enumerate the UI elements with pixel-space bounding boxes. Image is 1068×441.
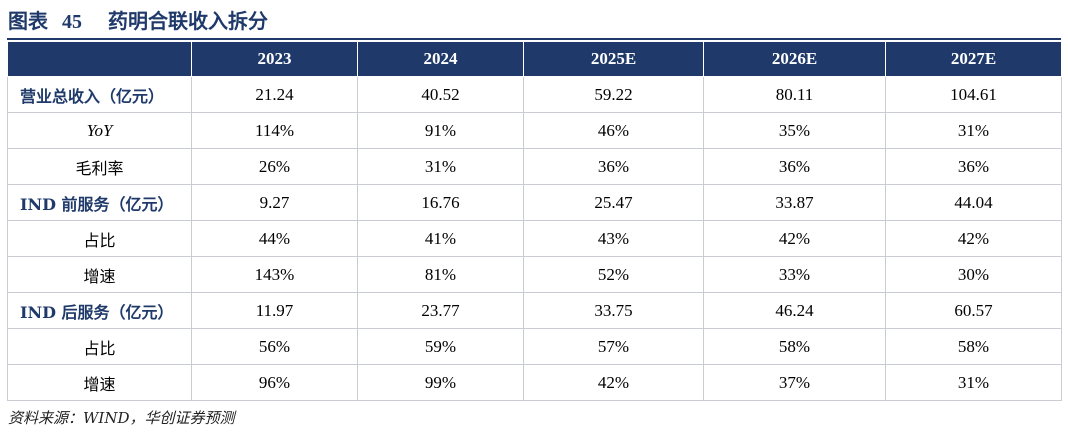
- table-cell: 11.97: [191, 292, 358, 329]
- row-label: IND 后服务（亿元）: [7, 292, 192, 329]
- table-cell: 104.61: [885, 76, 1062, 113]
- table-cell: 56%: [191, 328, 358, 365]
- table-cell: 16.76: [357, 184, 524, 221]
- table-cell: 59.22: [523, 76, 704, 113]
- table-cell: 36%: [703, 148, 886, 185]
- table-cell: 46%: [523, 112, 704, 149]
- table-cell: 42%: [523, 364, 704, 401]
- table-cell: 57%: [523, 328, 704, 365]
- row-label: 增速: [7, 364, 192, 401]
- table-cell: 33%: [703, 256, 886, 293]
- table-row: IND 后服务（亿元） 11.97 23.77 33.75 46.24 60.57: [7, 292, 1062, 329]
- table-cell: 80.11: [703, 76, 886, 113]
- table-cell: 46.24: [703, 292, 886, 329]
- table-row: 增速 143% 81% 52% 33% 30%: [7, 256, 1062, 293]
- figure-label: 图表: [8, 9, 48, 33]
- table-cell: 96%: [191, 364, 358, 401]
- title-underline: [7, 38, 1061, 40]
- table-row: YoY 114% 91% 46% 35% 31%: [7, 112, 1062, 149]
- row-label: 占比: [7, 220, 192, 257]
- table-row: IND 前服务（亿元） 9.27 16.76 25.47 33.87 44.04: [7, 184, 1062, 221]
- table-cell: 31%: [885, 364, 1062, 401]
- figure-caption: 药明合联收入拆分: [108, 9, 268, 33]
- table-cell: 59%: [357, 328, 524, 365]
- header-cell-year: 2026E: [703, 41, 886, 77]
- row-label: 毛利率: [7, 148, 192, 185]
- table-cell: 41%: [357, 220, 524, 257]
- table-cell: 42%: [885, 220, 1062, 257]
- table-cell: 30%: [885, 256, 1062, 293]
- table-cell: 33.87: [703, 184, 886, 221]
- table-cell: 91%: [357, 112, 524, 149]
- row-label: 增速: [7, 256, 192, 293]
- table-cell: 31%: [885, 112, 1062, 149]
- table-cell: 23.77: [357, 292, 524, 329]
- table-row: 增速 96% 99% 42% 37% 31%: [7, 364, 1062, 401]
- row-label: IND 前服务（亿元）: [7, 184, 192, 221]
- row-label: YoY: [7, 112, 192, 149]
- table-cell: 21.24: [191, 76, 358, 113]
- table-cell: 81%: [357, 256, 524, 293]
- table-cell: 60.57: [885, 292, 1062, 329]
- table-cell: 44%: [191, 220, 358, 257]
- table-cell: 36%: [885, 148, 1062, 185]
- table-cell: 58%: [703, 328, 886, 365]
- table-cell: 37%: [703, 364, 886, 401]
- table-row: 毛利率 26% 31% 36% 36% 36%: [7, 148, 1062, 185]
- table-cell: 114%: [191, 112, 358, 149]
- table-cell: 33.75: [523, 292, 704, 329]
- table-cell: 26%: [191, 148, 358, 185]
- header-cell-year: 2027E: [885, 41, 1062, 77]
- revenue-breakdown-table: 2023 2024 2025E 2026E 2027E 营业总收入（亿元） 21.24 40…: [7, 41, 1062, 401]
- table-cell: 52%: [523, 256, 704, 293]
- table-cell: 36%: [523, 148, 704, 185]
- table-cell: 35%: [703, 112, 886, 149]
- header-cell-year: 2025E: [523, 41, 704, 77]
- figure-number: 45: [62, 11, 82, 33]
- row-label: 营业总收入（亿元）: [7, 76, 192, 113]
- table-row: 占比 56% 59% 57% 58% 58%: [7, 328, 1062, 365]
- header-cell-year: 2023: [191, 41, 358, 77]
- table-row: 占比 44% 41% 43% 42% 42%: [7, 220, 1062, 257]
- header-cell-year: 2024: [357, 41, 524, 77]
- figure-title: 图表 45 药明合联收入拆分: [8, 6, 268, 36]
- table-body: 营业总收入（亿元） 21.24 40.52 59.22 80.11 104.61 YoY 11…: [7, 76, 1062, 401]
- table-row: 营业总收入（亿元） 21.24 40.52 59.22 80.11 104.61: [7, 76, 1062, 113]
- table-cell: 58%: [885, 328, 1062, 365]
- table-cell: 31%: [357, 148, 524, 185]
- table-header-row: 2023 2024 2025E 2026E 2027E: [7, 41, 1062, 77]
- row-label: 占比: [7, 328, 192, 365]
- table-cell: 99%: [357, 364, 524, 401]
- table-cell: 43%: [523, 220, 704, 257]
- table-cell: 9.27: [191, 184, 358, 221]
- table-cell: 143%: [191, 256, 358, 293]
- table-cell: 25.47: [523, 184, 704, 221]
- header-cell-blank: [7, 41, 192, 77]
- table-cell: 40.52: [357, 76, 524, 113]
- source-note: 资料来源：WIND，华创证券预测: [8, 409, 235, 427]
- table-cell: 42%: [703, 220, 886, 257]
- table-cell: 44.04: [885, 184, 1062, 221]
